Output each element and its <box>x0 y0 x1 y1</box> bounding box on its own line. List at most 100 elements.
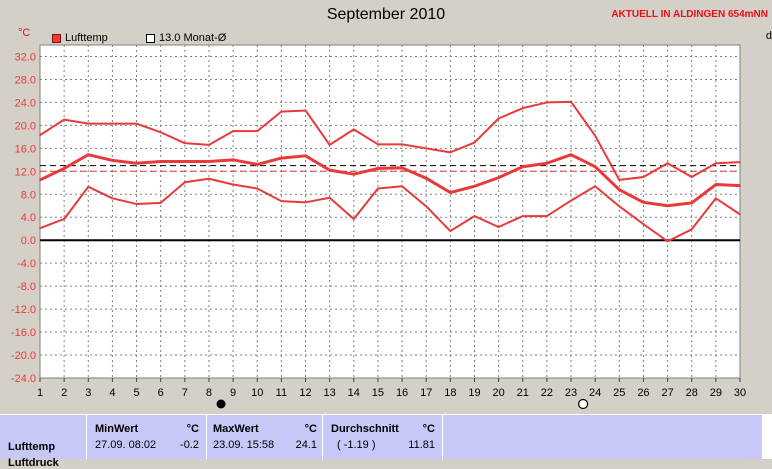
data-point-max <box>63 118 65 121</box>
data-point-mean <box>425 177 428 179</box>
data-point-mean <box>87 153 90 156</box>
min-header: MinWert <box>95 423 139 435</box>
x-tick-label: 5 <box>133 387 139 399</box>
data-point-mean <box>111 159 114 162</box>
data-point-min <box>425 205 428 208</box>
data-point-max <box>352 128 355 131</box>
x-tick-label: 30 <box>734 387 746 399</box>
legend-item-lufttemp: Lufttemp <box>52 32 108 44</box>
data-point-min <box>135 203 138 205</box>
x-tick-label: 29 <box>710 387 722 399</box>
data-point-mean <box>690 202 693 204</box>
data-point-min <box>690 228 693 231</box>
data-point-mean <box>449 191 452 194</box>
x-tick-label: 3 <box>85 387 91 399</box>
legend-swatch-filled-icon <box>52 33 61 43</box>
data-point-mean <box>618 188 621 191</box>
data-point-min <box>739 213 741 216</box>
chart-area: 32.0 28.0 24.0 20.0 16.0 12.0 8.0 4.0 0.0 -4.0 -8.… <box>11 44 746 410</box>
x-tick-label: 7 <box>182 387 188 399</box>
data-point-max <box>497 117 500 120</box>
data-point-mean <box>715 183 717 186</box>
avg-value: 11.81 <box>408 439 435 451</box>
data-point-mean <box>473 185 476 188</box>
y-unit-label: °C <box>18 27 31 39</box>
y-tick-label: 4.0 <box>21 212 36 224</box>
x-tick-label: 16 <box>396 387 408 399</box>
data-point-min <box>521 215 524 217</box>
data-point-min <box>715 197 717 200</box>
x-tick-label: 8 <box>206 387 212 399</box>
x-tick-label: 1 <box>37 387 43 399</box>
y-tick-label: -4.0 <box>17 258 36 270</box>
data-point-min <box>449 230 452 232</box>
x-tick-label: 27 <box>661 387 673 399</box>
legend-label: 13.0 Monat-Ø <box>159 32 227 44</box>
x-tick-label: 20 <box>492 387 504 399</box>
y-tick-label: -16.0 <box>11 327 36 339</box>
data-point-min <box>618 205 621 208</box>
data-point-min <box>208 177 210 180</box>
stats-empty-column <box>442 415 763 459</box>
data-point-max <box>208 144 210 146</box>
data-point-min <box>184 181 186 184</box>
data-point-min <box>87 186 90 188</box>
x-tick-label: 15 <box>372 387 384 399</box>
data-point-min <box>111 197 114 200</box>
data-point-mean <box>159 160 162 163</box>
avg-header: Durchschnitt <box>331 423 399 435</box>
x-tick-label: 23 <box>565 387 577 399</box>
x-tick-label: 10 <box>251 387 263 399</box>
data-point-mean <box>63 167 65 170</box>
data-point-mean <box>497 176 500 179</box>
data-point-min <box>280 200 283 202</box>
y-tick-label: 0.0 <box>21 235 36 247</box>
avg-note: ( -1.19 ) <box>337 439 376 451</box>
data-point-min <box>256 187 259 190</box>
data-point-min <box>642 223 645 225</box>
stats-panel: Lufttemp Luftdruck MinWert °C 27.09. 08:… <box>0 414 772 469</box>
data-point-mean <box>304 155 307 157</box>
x-tick-label: 14 <box>348 387 360 399</box>
series-line-min <box>39 177 741 243</box>
data-point-mean <box>377 167 379 170</box>
data-point-mean <box>232 159 234 161</box>
data-point-min <box>352 218 355 220</box>
y-tick-label: 20.0 <box>15 120 36 132</box>
x-tick-label: 19 <box>468 387 480 399</box>
data-point-max <box>304 109 307 112</box>
data-point-max <box>111 122 114 125</box>
data-point-max <box>256 130 259 132</box>
data-point-max <box>135 122 138 125</box>
x-tick-label: 6 <box>158 387 164 399</box>
y-tick-label: -24.0 <box>11 373 36 385</box>
full-moon-icon <box>578 398 589 410</box>
max-unit: °C <box>304 423 317 435</box>
data-point-max <box>184 142 186 144</box>
x-tick-label: 13 <box>324 387 336 399</box>
data-point-max <box>377 143 379 146</box>
x-tick-label: 4 <box>109 387 115 399</box>
data-point-min <box>570 199 572 202</box>
y-tick-label: -12.0 <box>11 304 36 316</box>
data-point-min <box>401 185 403 188</box>
data-point-min <box>159 202 162 204</box>
max-header: MaxWert <box>213 423 259 435</box>
data-point-max <box>642 176 645 178</box>
legend-swatch-outline-icon <box>146 33 155 43</box>
data-point-mean <box>546 162 548 165</box>
data-point-max <box>715 162 717 165</box>
x-tick-label: 26 <box>637 387 649 399</box>
data-point-mean <box>280 157 283 159</box>
stats-min-column: MinWert °C 27.09. 08:02 -0.2 <box>86 415 207 459</box>
x-tick-label: 22 <box>541 387 553 399</box>
x-tick-label: 18 <box>444 387 456 399</box>
data-point-mean <box>256 163 259 166</box>
data-point-min <box>39 227 41 229</box>
x-tick-label: 2 <box>61 387 67 399</box>
data-point-min <box>666 240 669 243</box>
x-tick-label: 21 <box>517 387 529 399</box>
avg-unit: °C <box>422 423 435 435</box>
data-point-max <box>570 101 572 103</box>
data-point-max <box>546 101 548 104</box>
